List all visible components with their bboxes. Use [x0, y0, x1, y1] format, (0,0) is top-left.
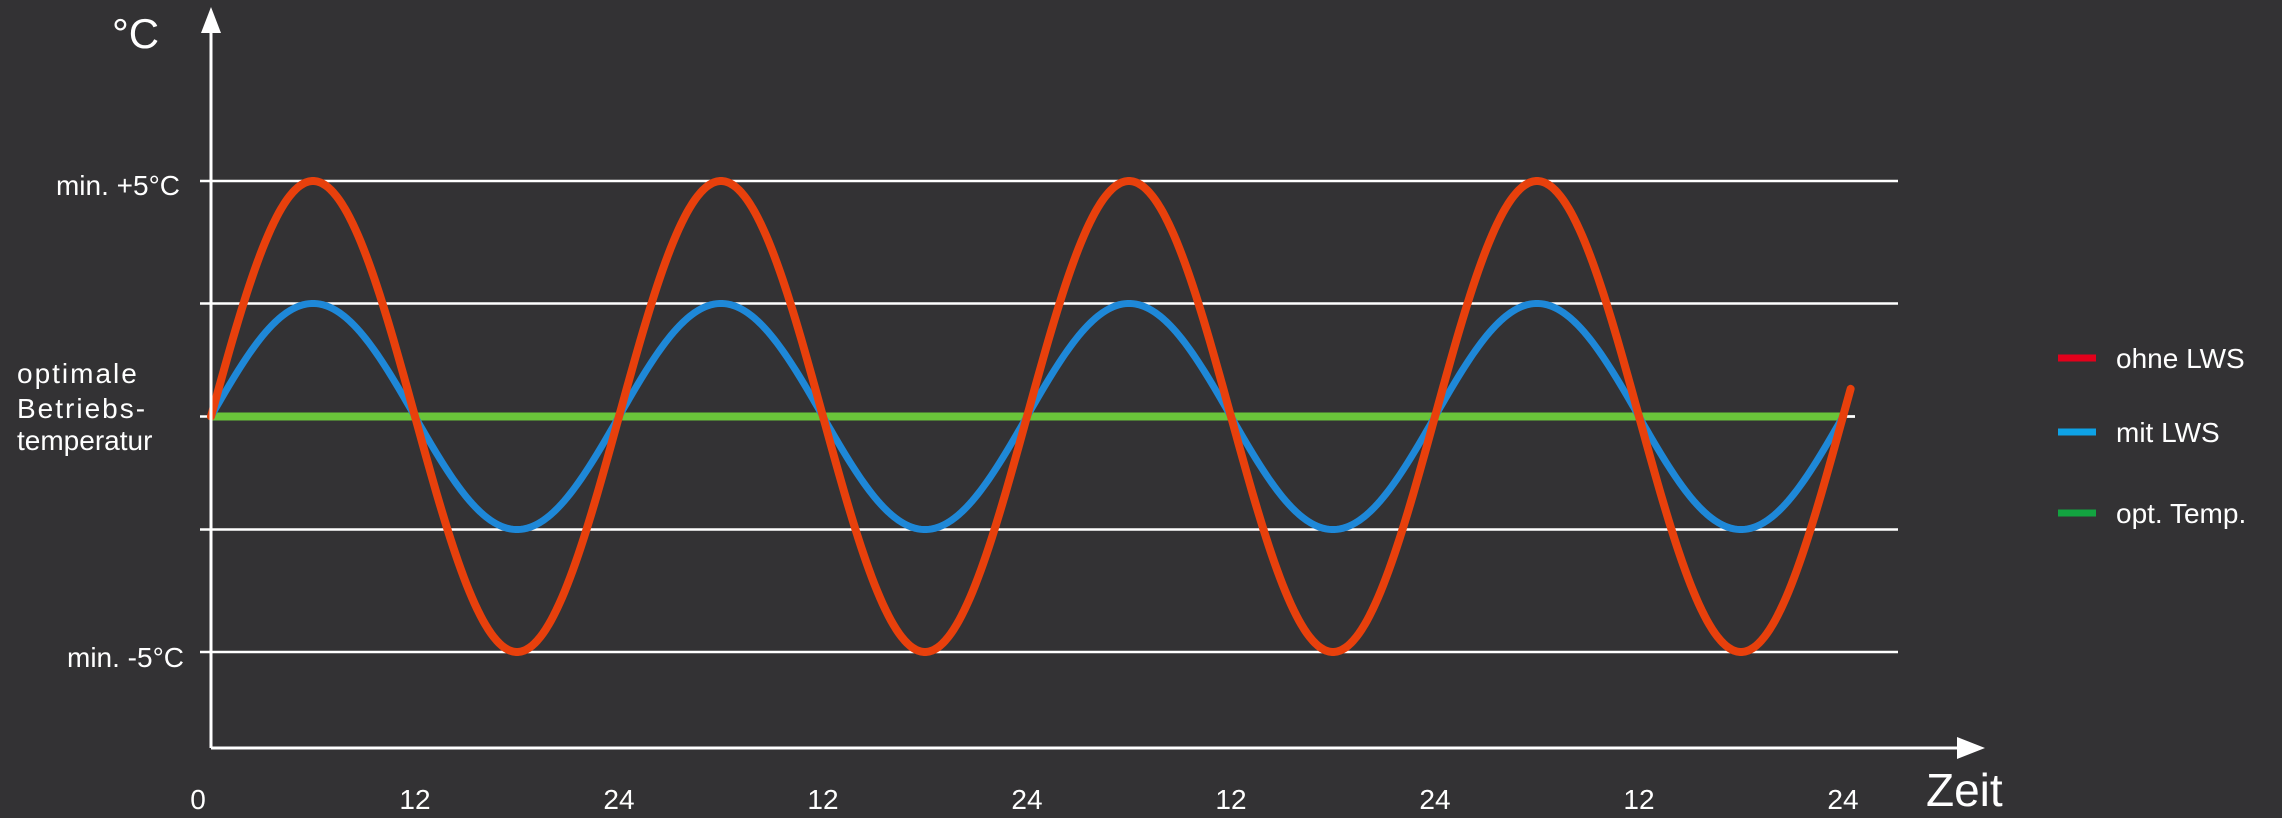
x-tick-label: 24 — [603, 784, 634, 815]
x-axis-arrow — [1957, 737, 1985, 759]
y-tick-label-optimal-3: temperatur — [17, 425, 152, 456]
x-tick-label: 12 — [1623, 784, 1654, 815]
x-tick-label: 24 — [1419, 784, 1450, 815]
y-axis-label: °C — [112, 10, 159, 57]
y-axis-arrow — [201, 7, 221, 33]
legend: ohne LWS mit LWS opt. Temp. — [2058, 343, 2246, 529]
x-tick-label: 24 — [1011, 784, 1042, 815]
x-axis-label: Zeit — [1926, 764, 2003, 816]
y-tick-label-optimal-1: optimale — [17, 358, 139, 389]
x-tick-label: 12 — [1215, 784, 1246, 815]
y-tick-label-optimal-2: Betriebs- — [17, 393, 147, 424]
y-tick-label-top: min. +5°C — [56, 170, 180, 201]
series-line-ohne-lws — [207, 177, 1855, 656]
legend-label: mit LWS — [2116, 417, 2220, 448]
x-tick-label: 12 — [807, 784, 838, 815]
x-tick-labels: 0 12 24 12 24 12 24 12 24 — [190, 784, 1858, 815]
x-tick-label: 24 — [1827, 784, 1858, 815]
legend-label: opt. Temp. — [2116, 498, 2246, 529]
legend-label: ohne LWS — [2116, 343, 2245, 374]
axes — [201, 7, 1985, 759]
x-tick-label: 0 — [190, 784, 206, 815]
y-tick-label-bottom: min. -5°C — [67, 642, 184, 673]
x-tick-label: 12 — [399, 784, 430, 815]
series-lines — [207, 177, 1855, 656]
